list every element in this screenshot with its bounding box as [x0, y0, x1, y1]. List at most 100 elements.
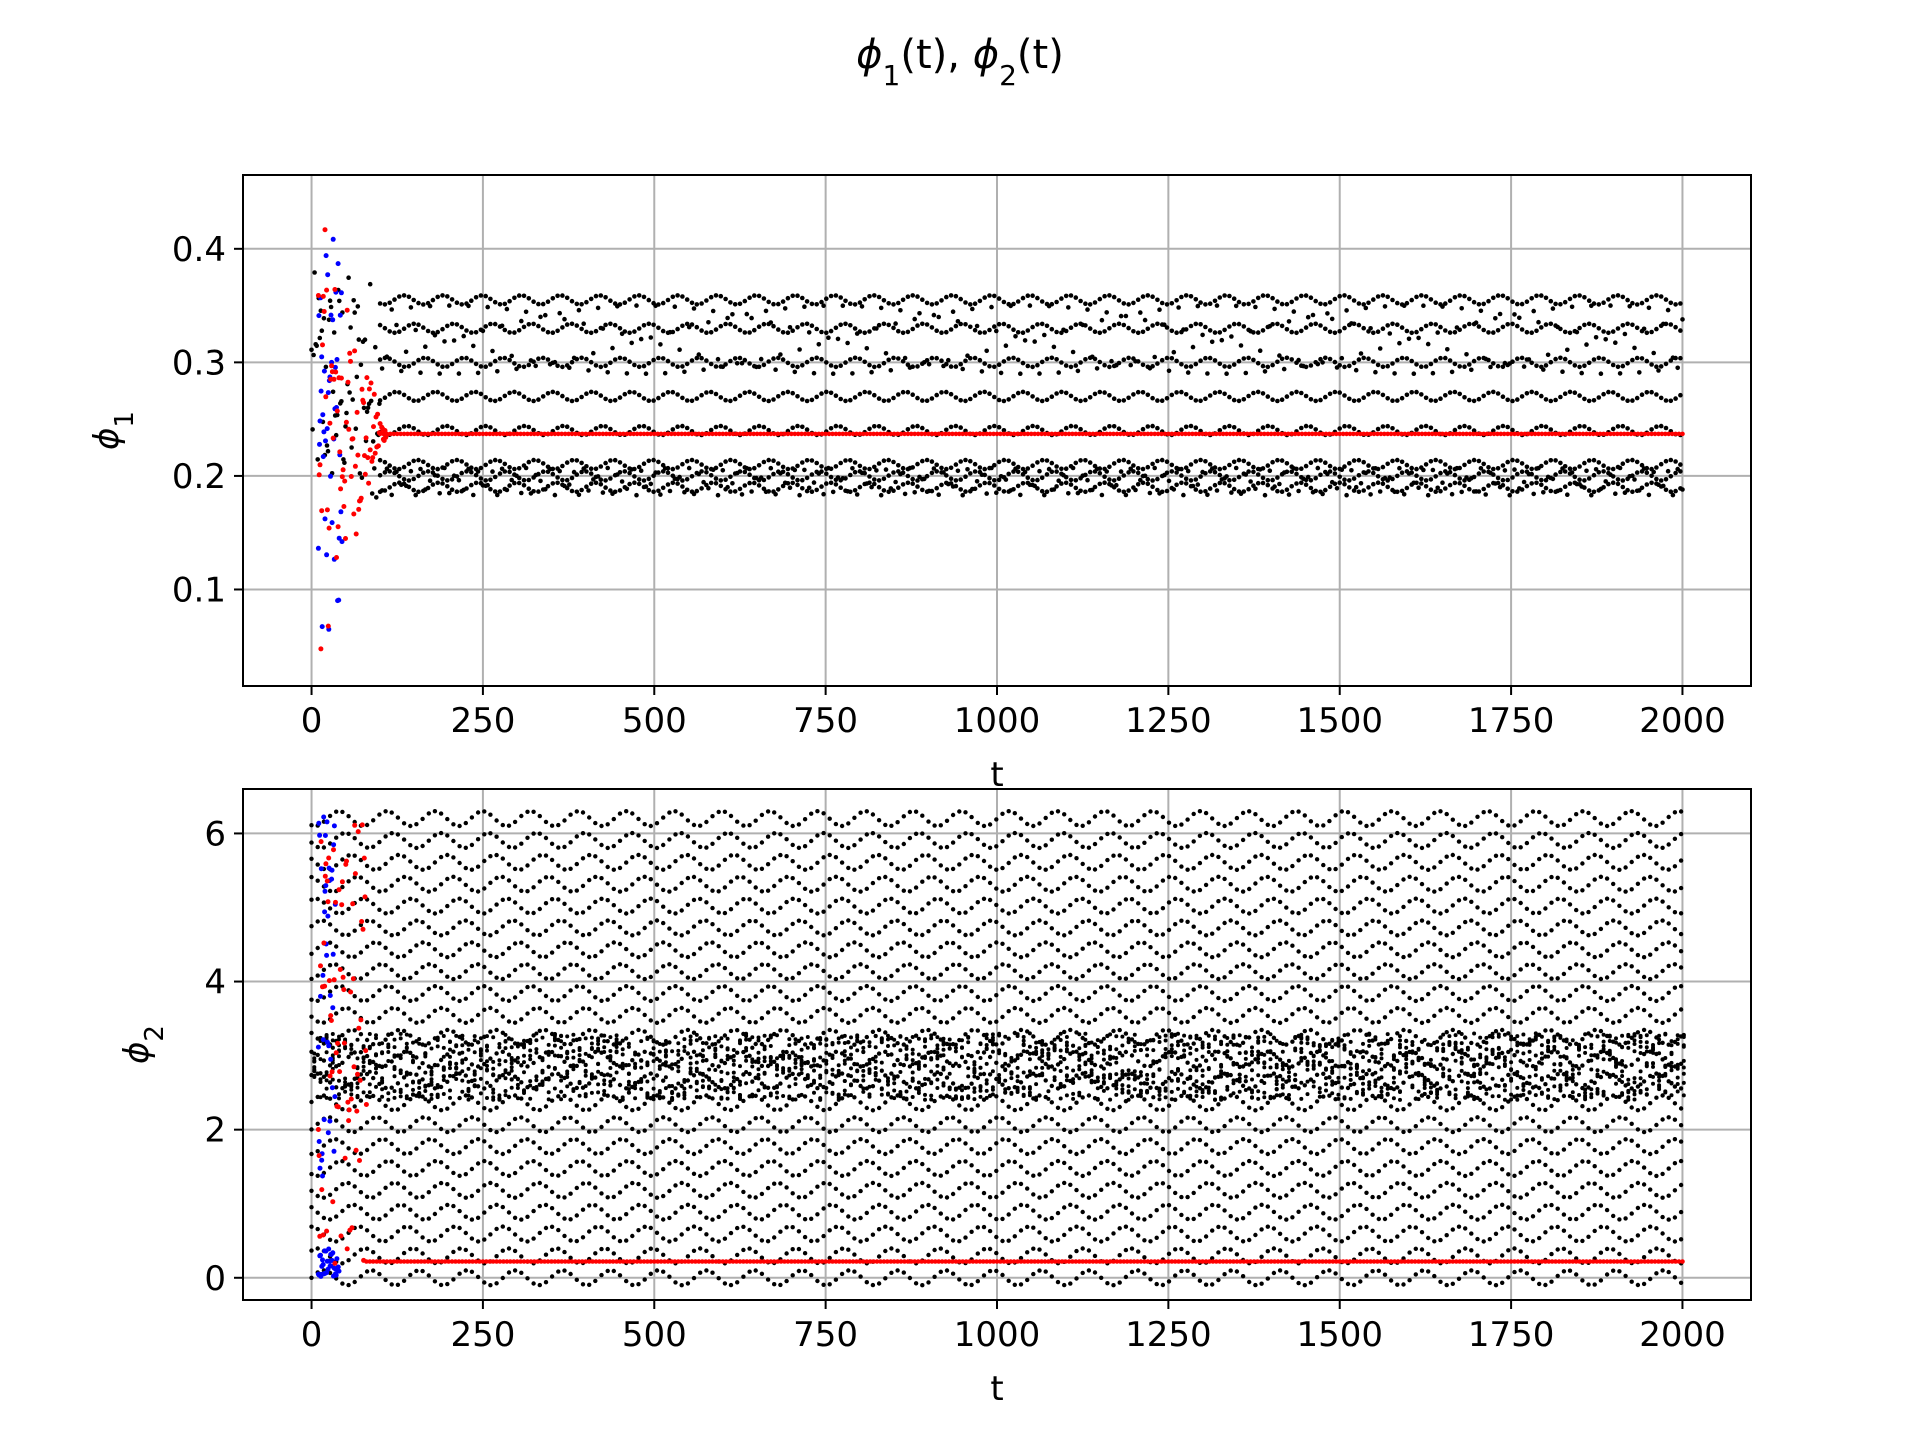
data-point: [1361, 325, 1366, 331]
data-point: [1582, 485, 1587, 490]
data-point: [1632, 477, 1637, 482]
data-point: [703, 431, 708, 437]
data-point: [679, 431, 684, 437]
data-point: [1414, 480, 1419, 486]
data-point: [519, 1080, 524, 1085]
data-point: [506, 973, 512, 978]
data-point: [1642, 431, 1648, 437]
data-point: [372, 450, 378, 456]
data-point: [603, 485, 608, 490]
data-point: [565, 1034, 570, 1039]
data-point: [593, 480, 599, 486]
data-point: [536, 489, 541, 494]
data-point: [574, 984, 579, 989]
data-point: [323, 364, 329, 370]
data-point: [543, 853, 549, 858]
data-point: [874, 326, 879, 331]
data-point: [1054, 329, 1059, 335]
data-point: [800, 424, 805, 430]
data-point: [451, 1101, 456, 1106]
data-point: [555, 475, 560, 480]
data-point: [426, 925, 431, 930]
data-point: [811, 480, 817, 485]
data-point: [451, 1203, 456, 1209]
data-point: [867, 480, 872, 486]
data-point: [364, 375, 370, 381]
data-point: [411, 361, 417, 366]
data-point: [386, 1050, 391, 1054]
data-point: [691, 306, 697, 311]
data-point: [377, 357, 383, 362]
data-point: [316, 313, 322, 319]
data-point: [432, 911, 438, 916]
data-point: [790, 390, 795, 396]
data-point: [1395, 322, 1400, 328]
data-point: [309, 1014, 314, 1019]
data-point: [1481, 431, 1486, 437]
data-point: [1063, 328, 1069, 334]
data-point: [1521, 479, 1527, 485]
data-point: [389, 1282, 394, 1287]
data-point: [1272, 484, 1277, 489]
data-point: [500, 856, 505, 861]
data-point: [1550, 476, 1556, 482]
data-point: [315, 844, 320, 850]
data-point: [562, 316, 567, 322]
data-point: [336, 535, 342, 541]
data-point: [1053, 431, 1058, 437]
data-point: [309, 1275, 314, 1281]
data-point: [574, 962, 579, 968]
data-point: [833, 293, 839, 298]
data-point: [1505, 486, 1510, 492]
data-point: [1562, 484, 1568, 490]
data-point: [847, 431, 852, 437]
data-point: [525, 1160, 530, 1165]
data-point: [406, 396, 412, 401]
data-point: [312, 270, 317, 275]
x-tick-label: 0: [301, 701, 323, 741]
data-point: [1401, 492, 1407, 497]
data-point: [1548, 321, 1554, 327]
data-point: [1625, 458, 1630, 464]
data-point: [1020, 389, 1026, 395]
data-point: [383, 929, 388, 934]
data-point: [408, 948, 413, 954]
data-point: [828, 480, 834, 486]
data-point: [1241, 324, 1247, 329]
data-point: [970, 431, 976, 437]
data-point: [1327, 356, 1333, 362]
data-point: [318, 646, 324, 652]
data-point: [742, 483, 748, 488]
data-point: [1665, 307, 1671, 313]
data-point: [1013, 334, 1018, 339]
data-point: [327, 989, 333, 994]
data-point: [537, 853, 542, 858]
data-point: [910, 481, 915, 487]
data-point: [324, 443, 330, 448]
data-point: [516, 363, 522, 369]
data-point: [699, 355, 704, 361]
data-point: [1409, 358, 1414, 364]
data-point: [1111, 461, 1117, 466]
data-point: [728, 474, 733, 480]
data-point: [1580, 431, 1586, 437]
y-tick-label: 0.4: [172, 230, 226, 270]
data-point: [515, 1055, 520, 1060]
data-point: [562, 901, 567, 906]
data-point: [1491, 389, 1496, 395]
data-point: [848, 357, 853, 362]
data-point: [556, 1147, 561, 1153]
data-point: [550, 466, 556, 472]
data-point: [1310, 312, 1316, 318]
data-point: [732, 458, 738, 464]
data-point: [998, 431, 1003, 437]
data-point: [335, 261, 341, 267]
data-point: [1562, 391, 1568, 397]
data-point: [435, 362, 441, 367]
data-point: [1608, 303, 1613, 308]
data-point: [1351, 426, 1357, 432]
data-point: [605, 918, 610, 923]
data-point: [752, 465, 757, 471]
data-point: [543, 1129, 549, 1135]
data-point: [742, 298, 748, 304]
